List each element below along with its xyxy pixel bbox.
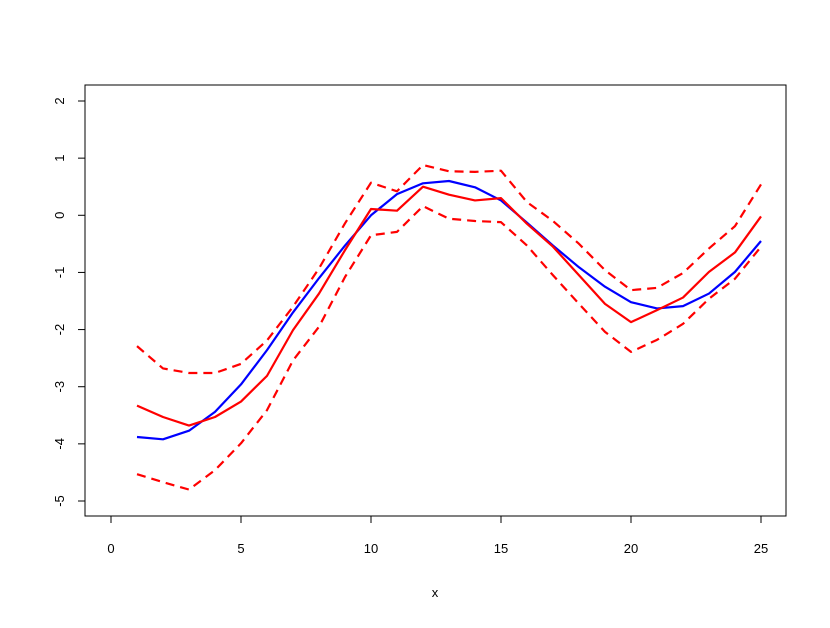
series-line-0 bbox=[136, 179, 762, 441]
series-line-2 bbox=[136, 163, 762, 375]
x-tick-label: 15 bbox=[494, 541, 508, 556]
x-tick-label: 25 bbox=[754, 541, 768, 556]
x-tick-label: 20 bbox=[624, 541, 638, 556]
y-tick-label: 2 bbox=[52, 97, 67, 104]
plot-box bbox=[84, 84, 787, 517]
y-tick-label: -4 bbox=[52, 438, 67, 450]
y-tick-label: 1 bbox=[52, 155, 67, 162]
x-tick-label: 10 bbox=[364, 541, 378, 556]
y-tick-label: -2 bbox=[52, 324, 67, 336]
series-line-3 bbox=[136, 205, 762, 491]
y-tick-label: -3 bbox=[52, 381, 67, 393]
y-axis: -5 -4 -3 -2 -1 0 1 2 bbox=[52, 97, 86, 507]
x-tick-label: 0 bbox=[107, 541, 114, 556]
series-layer bbox=[136, 163, 762, 491]
x-tick-label: 5 bbox=[237, 541, 244, 556]
series-line-1 bbox=[136, 185, 762, 427]
y-tick-label: -1 bbox=[52, 267, 67, 279]
x-axis: 0 5 10 15 20 25 bbox=[107, 515, 768, 556]
y-tick-label: -5 bbox=[52, 495, 67, 507]
y-tick-label: 0 bbox=[52, 212, 67, 219]
x-axis-label: x bbox=[432, 585, 439, 600]
